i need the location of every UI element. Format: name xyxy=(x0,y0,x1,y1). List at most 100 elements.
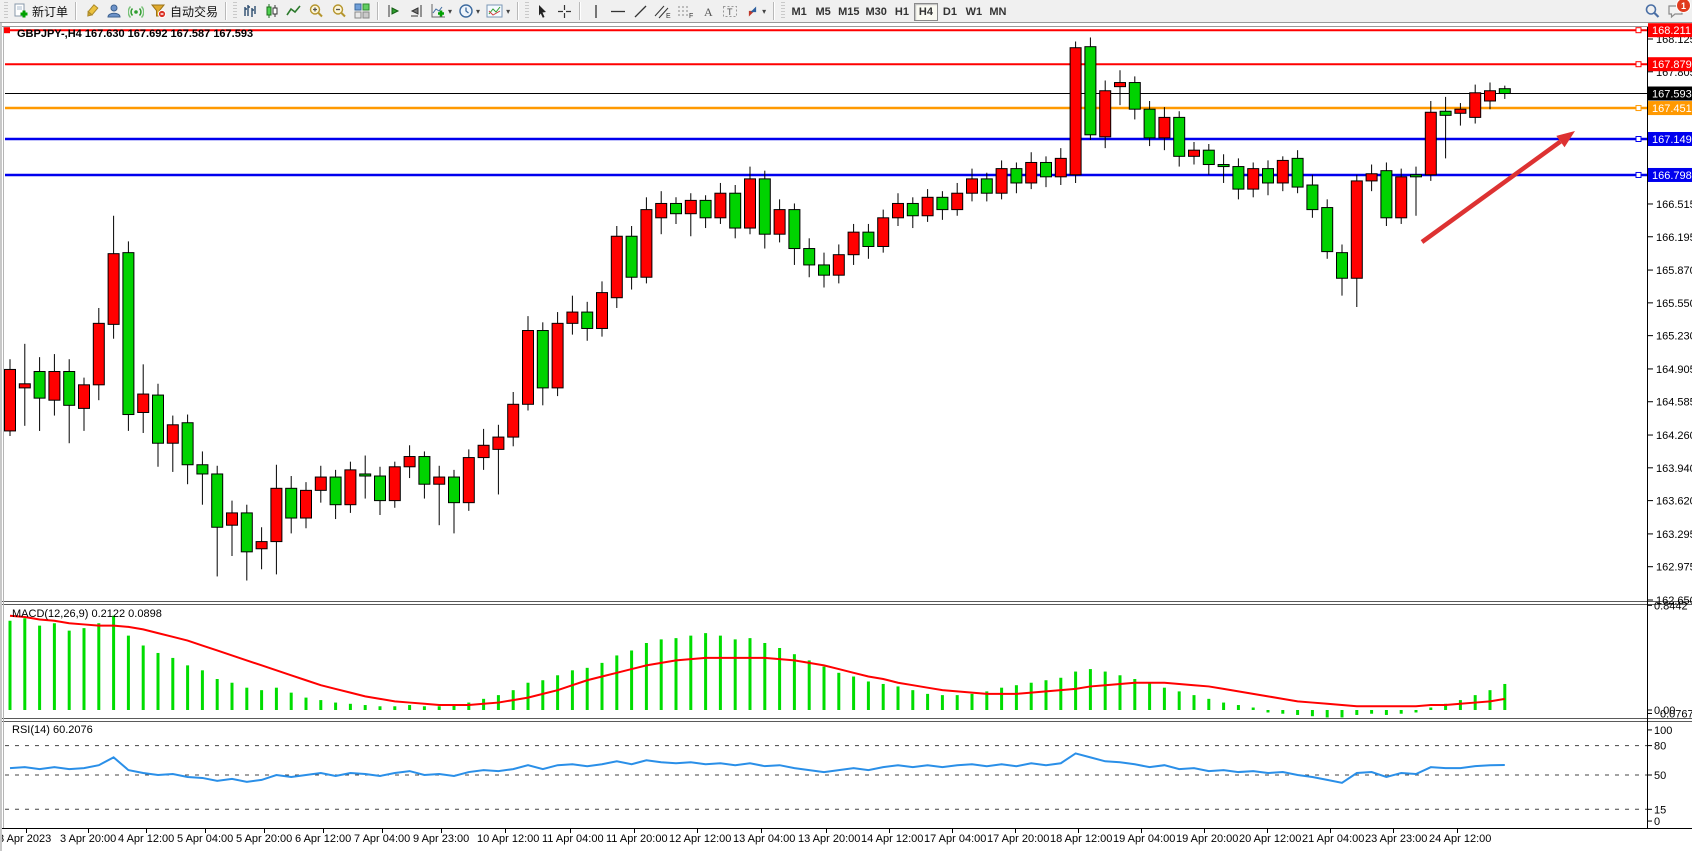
signal-icon xyxy=(128,3,145,19)
chart-title: GBPJPY-,H4 167.630 167.692 167.587 167.5… xyxy=(17,28,254,40)
arrows-icon xyxy=(744,4,760,19)
toolbar-grip[interactable] xyxy=(781,2,786,20)
candlestick-mode-button[interactable] xyxy=(261,1,283,21)
svg-text:50: 50 xyxy=(1654,770,1666,782)
indicators-button[interactable]: ▾ xyxy=(427,1,455,21)
svg-text:167.593: 167.593 xyxy=(1652,89,1692,101)
channel-tool-button[interactable]: E xyxy=(651,1,674,21)
timeframe-toolbar: M1 M5 M15 M30 H1 H4 D1 W1 MN xyxy=(787,2,1010,21)
tile-windows-icon xyxy=(354,3,370,19)
svg-text:0.8442: 0.8442 xyxy=(1654,600,1688,612)
dropdown-caret-icon: ▾ xyxy=(506,6,511,16)
zoom-out-button[interactable] xyxy=(328,1,351,21)
chart-canvas[interactable]: 0.84420.000.07671008050150168.125167.805… xyxy=(2,23,1692,851)
dropdown-caret-icon: ▾ xyxy=(448,6,453,16)
svg-text:162.975: 162.975 xyxy=(1656,562,1692,574)
templates-button[interactable]: ▾ xyxy=(483,1,513,21)
svg-text:14 Apr 12:00: 14 Apr 12:00 xyxy=(861,833,923,845)
timeframe-button-h4[interactable]: H4 xyxy=(913,2,938,21)
text-label-tool-button[interactable]: T xyxy=(719,1,741,21)
notifications-button[interactable]: 1 xyxy=(1664,0,1691,21)
svg-text:5 Apr 04:00: 5 Apr 04:00 xyxy=(177,833,233,845)
svg-text:164.260: 164.260 xyxy=(1656,430,1692,442)
timeframe-button-m1[interactable]: M1 xyxy=(787,3,811,21)
horizontal-line-icon xyxy=(610,4,626,19)
crosshair-tool-button[interactable] xyxy=(553,1,575,21)
line-chart-icon xyxy=(286,3,302,19)
search-icon xyxy=(1644,3,1661,19)
timeframe-button-m15[interactable]: M15 xyxy=(835,3,862,21)
svg-text:3 Apr 2023: 3 Apr 2023 xyxy=(2,833,51,845)
line-chart-mode-button[interactable] xyxy=(283,1,305,21)
trendline-tool-button[interactable] xyxy=(629,1,651,21)
periods-button[interactable]: ▾ xyxy=(455,1,483,21)
chart-region[interactable]: GBPJPY-,H4 167.630 167.692 167.587 167.5… xyxy=(0,23,1692,851)
arrows-tool-button[interactable]: ▾ xyxy=(741,1,769,21)
timeframe-button-m5[interactable]: M5 xyxy=(811,3,835,21)
toolbar-separator xyxy=(579,2,582,20)
text-tool-button[interactable]: A xyxy=(697,1,719,21)
svg-text:167.879: 167.879 xyxy=(1652,59,1692,71)
notification-count-badge: 1 xyxy=(1676,0,1691,13)
toolbar-separator xyxy=(377,2,380,20)
fibonacci-tool-button[interactable]: F xyxy=(674,1,697,21)
crosshair-icon xyxy=(557,4,572,19)
svg-text:163.940: 163.940 xyxy=(1656,463,1692,475)
toolbar-separator xyxy=(773,2,776,20)
svg-text:T: T xyxy=(727,7,733,17)
equidistant-channel-icon: E xyxy=(654,4,671,19)
cursor-tool-button[interactable] xyxy=(531,1,553,21)
svg-text:19 Apr 20:00: 19 Apr 20:00 xyxy=(1176,833,1238,845)
svg-text:F: F xyxy=(689,13,693,19)
svg-text:11 Apr 20:00: 11 Apr 20:00 xyxy=(606,833,668,845)
horizontal-line-tool-button[interactable] xyxy=(607,1,629,21)
svg-text:166.195: 166.195 xyxy=(1656,232,1692,244)
chart-shift-button[interactable] xyxy=(405,1,427,21)
svg-text:11 Apr 04:00: 11 Apr 04:00 xyxy=(542,833,604,845)
tile-windows-button[interactable] xyxy=(351,1,373,21)
svg-text:17 Apr 04:00: 17 Apr 04:00 xyxy=(924,833,986,845)
svg-text:167.451: 167.451 xyxy=(1652,103,1692,115)
search-button[interactable] xyxy=(1641,1,1664,21)
data-window-button[interactable] xyxy=(103,1,125,21)
indicators-icon xyxy=(430,3,446,19)
svg-text:162.650: 162.650 xyxy=(1656,595,1692,607)
zoom-out-icon xyxy=(331,3,348,19)
zoom-in-icon xyxy=(308,3,325,19)
auto-scroll-button[interactable] xyxy=(383,1,405,21)
toolbar-grip[interactable] xyxy=(525,2,530,20)
toolbar-grip[interactable] xyxy=(4,2,8,20)
svg-text:5 Apr 20:00: 5 Apr 20:00 xyxy=(236,833,292,845)
main-toolbar: 新订单 自动交易 xyxy=(0,0,1692,23)
svg-text:165.230: 165.230 xyxy=(1656,331,1692,343)
svg-text:4 Apr 12:00: 4 Apr 12:00 xyxy=(118,833,174,845)
new-order-button[interactable]: 新订单 xyxy=(10,1,71,21)
zoom-in-button[interactable] xyxy=(305,1,328,21)
svg-text:0.0767: 0.0767 xyxy=(1660,708,1692,720)
vertical-line-tool-button[interactable] xyxy=(585,1,607,21)
timeframe-button-w1[interactable]: W1 xyxy=(962,3,986,21)
template-icon xyxy=(486,3,504,19)
svg-text:24 Apr 12:00: 24 Apr 12:00 xyxy=(1429,833,1491,845)
timeframe-button-mn[interactable]: MN xyxy=(986,3,1010,21)
svg-text:100: 100 xyxy=(1654,725,1672,737)
svg-text:164.585: 164.585 xyxy=(1656,397,1692,409)
timeframe-button-m30[interactable]: M30 xyxy=(863,3,890,21)
dropdown-caret-icon: ▾ xyxy=(762,6,767,16)
bar-chart-mode-button[interactable] xyxy=(239,1,261,21)
svg-text:23 Apr 23:00: 23 Apr 23:00 xyxy=(1365,833,1427,845)
svg-text:17 Apr 20:00: 17 Apr 20:00 xyxy=(987,833,1049,845)
svg-text:13 Apr 04:00: 13 Apr 04:00 xyxy=(733,833,795,845)
autotrade-button[interactable]: 自动交易 xyxy=(147,1,221,21)
text-label-icon: T xyxy=(722,4,738,19)
crayon-icon xyxy=(84,3,100,19)
market-watch-button[interactable] xyxy=(81,1,103,21)
timeframe-button-h1[interactable]: H1 xyxy=(890,3,914,21)
macd-indicator-label: MACD(12,26,9) 0.2122 0.0898 xyxy=(12,608,162,620)
profile-icon xyxy=(106,3,122,19)
toolbar-grip[interactable] xyxy=(233,2,238,20)
timeframe-button-d1[interactable]: D1 xyxy=(938,3,962,21)
signals-button[interactable] xyxy=(125,1,147,21)
svg-text:3 Apr 20:00: 3 Apr 20:00 xyxy=(60,833,116,845)
svg-text:163.295: 163.295 xyxy=(1656,529,1692,541)
